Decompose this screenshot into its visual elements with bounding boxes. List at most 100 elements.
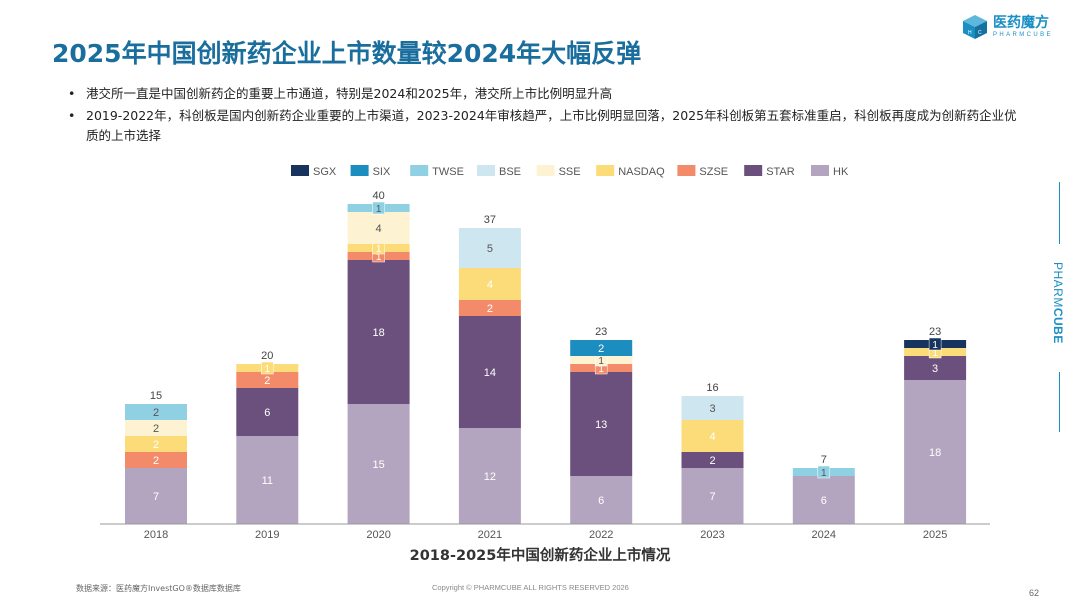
data-label: 14	[484, 367, 496, 379]
data-label: 4	[487, 279, 493, 291]
side-brand-text: PHARMCUBE	[1051, 262, 1065, 344]
x-tick-label: 2025	[923, 529, 947, 541]
data-label: 1	[598, 356, 604, 367]
data-label: 1	[821, 468, 827, 479]
side-divider-bottom	[1059, 372, 1060, 432]
bar-segment-hk	[904, 380, 967, 524]
legend-label-star: STAR	[766, 166, 795, 178]
legend-swatch-sse	[536, 165, 555, 176]
bar-segment-hk	[125, 468, 187, 524]
legend-swatch-sgx	[291, 165, 309, 176]
data-label: 1	[598, 364, 604, 375]
data-label: 18	[372, 327, 384, 339]
bullet-text: 2019-2022年，科创板是国内创新药企业重要的上市渠道，2023-2024年…	[86, 108, 1017, 143]
bar-segment-nasdaq	[125, 436, 187, 452]
bar-segment-star	[458, 316, 521, 428]
legend-swatch-bse	[477, 165, 495, 176]
data-label: 12	[484, 471, 496, 483]
data-label: 13	[595, 419, 607, 431]
bullet-dot-icon: •	[68, 108, 76, 123]
data-label: 5	[487, 243, 493, 255]
data-label-bg	[817, 465, 831, 479]
bar-segment-szse	[236, 372, 299, 388]
legend-label-hk: HK	[833, 166, 849, 178]
bar-segment-sse	[347, 212, 410, 244]
data-label: 3	[932, 363, 938, 375]
bar-segment-star	[904, 356, 967, 380]
total-label: 16	[706, 382, 718, 394]
bullet-list: • 港交所一直是中国创新药企的重要上市通道，特别是2024和2025年，港交所上…	[66, 84, 1026, 148]
svg-text:H: H	[968, 30, 972, 36]
data-label: 1	[932, 340, 938, 351]
data-label: 1	[265, 364, 271, 375]
bar-segment-bse	[681, 396, 744, 420]
legend-label-six: SIX	[373, 166, 391, 178]
bar-segment-star	[681, 452, 744, 468]
data-label: 11	[262, 475, 273, 487]
legend-label-bse: BSE	[499, 166, 521, 178]
bar-segment-six	[570, 340, 633, 356]
legend-label-nasdaq: NASDAQ	[618, 166, 665, 178]
bar-segment-star	[347, 260, 410, 404]
data-label: 2	[153, 423, 159, 435]
data-label: 2	[598, 343, 604, 355]
data-label-bg	[261, 361, 274, 375]
bar-segment-nasdaq	[458, 268, 521, 300]
legend-swatch-szse	[677, 165, 696, 176]
legend-label-sse: SSE	[559, 166, 581, 178]
data-label: 2	[264, 375, 270, 387]
legend-swatch-nasdaq	[596, 165, 615, 176]
bullet-text: 港交所一直是中国创新药企的重要上市通道，特别是2024和2025年，港交所上市比…	[86, 86, 613, 101]
bullet-item: • 港交所一直是中国创新药企的重要上市通道，特别是2024和2025年，港交所上…	[66, 84, 1026, 104]
x-tick-label: 2023	[700, 529, 724, 541]
side-brand: PHARMCUBE	[1050, 182, 1070, 432]
pharmcube-logo: H C 医药魔方 PHARMCUBE	[962, 14, 1053, 40]
total-label: 23	[929, 326, 941, 338]
data-label: 7	[153, 491, 159, 503]
legend-swatch-hk	[811, 165, 829, 176]
bullet-item: • 2019-2022年，科创板是国内创新药企业重要的上市渠道，2023-202…	[66, 106, 1026, 146]
total-label: 15	[150, 390, 162, 402]
legend-swatch-twse	[410, 165, 429, 176]
page-number: 62	[1029, 588, 1040, 598]
x-tick-label: 2021	[478, 529, 502, 541]
side-divider-top	[1059, 182, 1060, 244]
data-label-bg	[372, 201, 385, 215]
copyright: Copyright © PHARMCUBE ALL RIGHTS RESERVE…	[432, 583, 629, 592]
total-label: 37	[484, 214, 496, 226]
data-source: 数据来源：医药魔方InvestGO®数据库数据库	[76, 584, 241, 593]
data-label: 4	[376, 223, 382, 235]
data-label: 1	[376, 244, 382, 255]
data-label: 2	[153, 439, 159, 451]
bullet-dot-icon: •	[68, 86, 76, 101]
data-label: 4	[709, 431, 715, 443]
legend-label-twse: TWSE	[432, 166, 464, 178]
bar-segment-hk	[236, 436, 299, 524]
bar-segment-szse	[125, 452, 187, 468]
chart-title: 2018-2025年中国创新药企业上市情况	[409, 548, 671, 564]
data-label: 2	[709, 455, 715, 467]
page-title: 2025年中国创新药企业上市数量较2024年大幅反弹	[52, 39, 642, 68]
legend-label-szse: SZSE	[699, 166, 728, 178]
bar-segment-star	[236, 388, 299, 436]
bar-segment-hk	[681, 468, 744, 524]
data-label: 6	[264, 407, 270, 419]
x-tick-label: 2020	[366, 529, 390, 541]
total-label: 20	[261, 350, 273, 362]
data-label: 1	[932, 348, 938, 359]
bar-segment-hk	[458, 428, 521, 524]
data-label: 2	[153, 407, 159, 419]
data-label: 15	[372, 459, 384, 471]
bar-segment-twse	[125, 404, 187, 420]
svg-text:C: C	[978, 30, 982, 36]
logo-english-text: PHARMCUBE	[993, 31, 1053, 38]
bar-segment-hk	[347, 404, 410, 524]
total-label: 7	[821, 454, 827, 466]
data-label: 7	[709, 491, 715, 503]
data-label-bg	[928, 337, 942, 351]
total-label: 40	[372, 190, 384, 202]
data-label: 2	[153, 455, 159, 467]
bar-segment-hk	[792, 476, 855, 524]
data-label: 6	[821, 495, 827, 507]
bar-segment-bse	[458, 228, 521, 268]
